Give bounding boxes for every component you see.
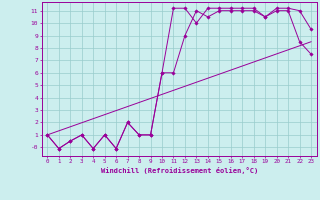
X-axis label: Windchill (Refroidissement éolien,°C): Windchill (Refroidissement éolien,°C): [100, 167, 258, 174]
